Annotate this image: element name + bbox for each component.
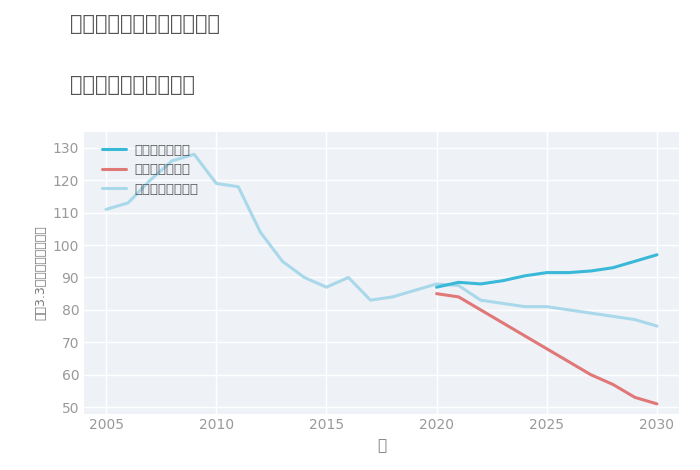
- Y-axis label: 坪（3.3㎡）単価（万円）: 坪（3.3㎡）単価（万円）: [34, 225, 47, 320]
- Legend: グッドシナリオ, バッドシナリオ, ノーマルシナリオ: グッドシナリオ, バッドシナリオ, ノーマルシナリオ: [102, 144, 198, 196]
- ノーマルシナリオ: [521, 304, 529, 309]
- バッドシナリオ: [631, 395, 639, 400]
- ノーマルシナリオ: [587, 310, 595, 316]
- グッドシナリオ: [433, 284, 441, 290]
- ノーマルシナリオ: [542, 304, 551, 309]
- Line: グッドシナリオ: グッドシナリオ: [437, 255, 657, 287]
- ノーマルシナリオ: [498, 301, 507, 306]
- ノーマルシナリオ: [168, 158, 176, 164]
- バッドシナリオ: [565, 359, 573, 365]
- ノーマルシナリオ: [124, 200, 132, 206]
- Text: 中古戸建ての価格推移: 中古戸建ての価格推移: [70, 75, 195, 95]
- バッドシナリオ: [521, 333, 529, 338]
- バッドシナリオ: [498, 320, 507, 326]
- グッドシナリオ: [653, 252, 662, 258]
- ノーマルシナリオ: [609, 313, 617, 319]
- グッドシナリオ: [565, 270, 573, 275]
- ノーマルシナリオ: [389, 294, 397, 300]
- グッドシナリオ: [609, 265, 617, 271]
- ノーマルシナリオ: [300, 274, 309, 280]
- バッドシナリオ: [477, 307, 485, 313]
- ノーマルシナリオ: [146, 177, 154, 183]
- ノーマルシナリオ: [565, 307, 573, 313]
- ノーマルシナリオ: [322, 284, 330, 290]
- グッドシナリオ: [631, 258, 639, 264]
- グッドシナリオ: [454, 280, 463, 285]
- グッドシナリオ: [477, 281, 485, 287]
- ノーマルシナリオ: [256, 229, 265, 235]
- グッドシナリオ: [542, 270, 551, 275]
- Line: ノーマルシナリオ: ノーマルシナリオ: [106, 154, 657, 326]
- バッドシナリオ: [587, 372, 595, 377]
- バッドシナリオ: [653, 401, 662, 407]
- ノーマルシナリオ: [344, 274, 353, 280]
- ノーマルシナリオ: [234, 184, 242, 189]
- グッドシナリオ: [521, 273, 529, 279]
- ノーマルシナリオ: [190, 151, 198, 157]
- ノーマルシナリオ: [631, 317, 639, 322]
- X-axis label: 年: 年: [377, 438, 386, 453]
- ノーマルシナリオ: [366, 298, 375, 303]
- ノーマルシナリオ: [653, 323, 662, 329]
- Line: バッドシナリオ: バッドシナリオ: [437, 294, 657, 404]
- ノーマルシナリオ: [433, 281, 441, 287]
- Text: 兵庫県豊岡市日高町石井の: 兵庫県豊岡市日高町石井の: [70, 14, 220, 34]
- ノーマルシナリオ: [477, 298, 485, 303]
- ノーマルシナリオ: [454, 283, 463, 289]
- ノーマルシナリオ: [410, 288, 419, 293]
- バッドシナリオ: [454, 294, 463, 300]
- バッドシナリオ: [433, 291, 441, 297]
- ノーマルシナリオ: [102, 207, 110, 212]
- ノーマルシナリオ: [278, 258, 286, 264]
- グッドシナリオ: [498, 278, 507, 283]
- バッドシナリオ: [609, 382, 617, 387]
- ノーマルシナリオ: [212, 180, 220, 186]
- バッドシナリオ: [542, 346, 551, 352]
- グッドシナリオ: [587, 268, 595, 274]
